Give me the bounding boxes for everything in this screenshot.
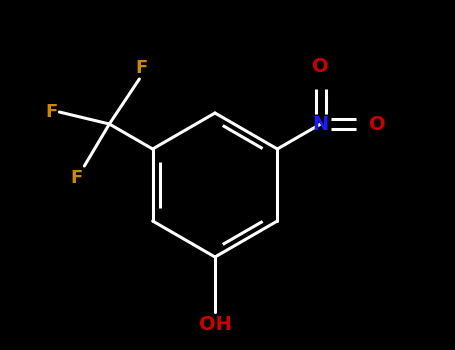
Text: F: F xyxy=(45,103,57,121)
Text: F: F xyxy=(135,59,147,77)
Text: N: N xyxy=(313,114,329,133)
Text: O: O xyxy=(312,57,329,76)
Text: O: O xyxy=(369,114,385,133)
Text: F: F xyxy=(70,169,82,187)
Text: OH: OH xyxy=(198,315,232,334)
